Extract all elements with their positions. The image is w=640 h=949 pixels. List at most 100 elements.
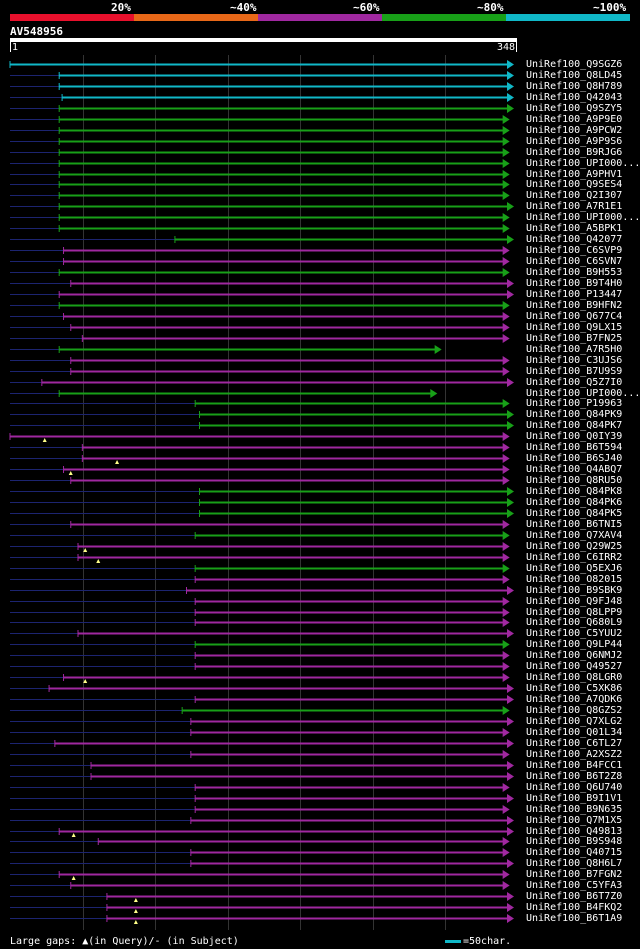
hit-row[interactable]: UniRef100_Q677C4 [0,311,640,322]
hit-label[interactable]: UniRef100_Q9SZY5 [526,102,623,114]
hit-label[interactable]: UniRef100_Q680L9 [526,617,623,629]
hit-label[interactable]: UniRef100_UPI000... [526,387,640,399]
hit-row[interactable]: UniRef100_B7FGN2 [0,869,640,881]
hit-label[interactable]: UniRef100_A7QDK6 [526,694,623,706]
hit-row[interactable]: UniRef100_Q7XAV4 [0,530,640,541]
hit-label[interactable]: UniRef100_C5XK86 [526,683,623,695]
hit-label[interactable]: UniRef100_Q6NMJ2 [526,650,623,662]
hit-row[interactable]: UniRef100_A7R1E1 [0,201,640,212]
hit-label[interactable]: UniRef100_B6T1A9 [526,913,623,925]
hit-row[interactable]: UniRef100_A9PCW2 [0,125,640,136]
hit-label[interactable]: UniRef100_Q7XLG2 [526,716,623,727]
hit-label[interactable]: UniRef100_B9S948 [526,836,623,848]
hit-label[interactable]: UniRef100_P13447 [526,288,623,300]
hit-label[interactable]: UniRef100_B9T4H0 [526,278,623,289]
hit-label[interactable]: UniRef100_P19963 [526,398,623,410]
hit-label[interactable]: UniRef100_B6SJ40 [526,453,623,465]
hit-row[interactable]: UniRef100_C6IRR2 [0,552,640,563]
hit-label[interactable]: UniRef100_A7R5H0 [526,343,623,355]
hit-row[interactable]: UniRef100_Q8LPP9 [0,607,640,618]
hit-row[interactable]: UniRef100_B6T1A9 [0,913,640,925]
hit-row[interactable]: UniRef100_Q8H789 [0,81,640,92]
hit-label[interactable]: UniRef100_Q8H6L7 [526,858,623,870]
hit-label[interactable]: UniRef100_Q84PK5 [526,507,623,519]
hit-label[interactable]: UniRef100_Q84PK7 [526,420,623,432]
hit-label[interactable]: UniRef100_Q9FJ48 [526,595,623,607]
hit-row[interactable]: UniRef100_B9T4H0 [0,278,640,289]
hit-label[interactable]: UniRef100_C6SVN7 [526,256,623,268]
hit-label[interactable]: UniRef100_B7FN25 [526,332,623,344]
hit-label[interactable]: UniRef100_A5BPK1 [526,223,623,235]
hit-label[interactable]: UniRef100_C6IRR2 [526,551,623,563]
hit-label[interactable]: UniRef100_Q42043 [526,91,623,103]
hit-row[interactable]: UniRef100_B9I1V1 [0,793,640,804]
hit-row[interactable]: UniRef100_UPI000... [0,158,640,169]
hit-row[interactable]: UniRef100_UPI000... [0,388,640,399]
hit-label[interactable]: UniRef100_Q8LD45 [526,69,623,81]
hit-row[interactable]: UniRef100_C6SVP9 [0,245,640,256]
hit-label[interactable]: UniRef100_Q49813 [526,825,623,837]
hit-label[interactable]: UniRef100_Q2I307 [526,190,623,202]
hit-label[interactable]: UniRef100_A7R1E1 [526,201,623,213]
hit-row[interactable]: UniRef100_A7R5H0 [0,344,640,355]
hit-row[interactable]: UniRef100_B6T7Z0 [0,891,640,903]
hit-row[interactable]: UniRef100_B4FKQ2 [0,902,640,914]
hit-row[interactable]: UniRef100_Q9FJ48 [0,596,640,607]
hit-row[interactable]: UniRef100_Q8LD45 [0,70,640,81]
hit-row[interactable]: UniRef100_Q7M1X5 [0,815,640,826]
hit-row[interactable]: UniRef100_Q5EXJ6 [0,563,640,574]
hit-label[interactable]: UniRef100_B6T2Z8 [526,770,623,782]
hit-label[interactable]: UniRef100_C3UJS6 [526,354,623,366]
hit-label[interactable]: UniRef100_B9N635 [526,803,623,815]
hit-row[interactable]: UniRef100_C6SVN7 [0,256,640,267]
hit-row[interactable]: UniRef100_B9S948 [0,836,640,847]
hit-label[interactable]: UniRef100_A9P9E0 [526,113,623,125]
hit-label[interactable]: UniRef100_A9PHV1 [526,168,623,180]
hit-label[interactable]: UniRef100_UPI000... [526,157,640,169]
hit-label[interactable]: UniRef100_B6T7Z0 [526,891,623,903]
hit-label[interactable]: UniRef100_Q84PK6 [526,497,623,508]
hit-label[interactable]: UniRef100_Q9SGZ6 [526,59,623,70]
hit-label[interactable]: UniRef100_B6TNI5 [526,518,623,530]
hit-label[interactable]: UniRef100_Q8LPP9 [526,606,623,618]
hit-row[interactable]: UniRef100_B6TNI5 [0,519,640,530]
hit-row[interactable]: UniRef100_Q7XLG2 [0,716,640,727]
hit-label[interactable]: UniRef100_B9HFN2 [526,299,623,311]
hit-row[interactable]: UniRef100_B9SBK9 [0,585,640,596]
hit-label[interactable]: UniRef100_C5YFA3 [526,880,623,892]
hit-label[interactable]: UniRef100_Q84PK9 [526,409,623,421]
hit-label[interactable]: UniRef100_Q8H789 [526,80,623,92]
hit-row[interactable]: UniRef100_B6SJ40 [0,453,640,465]
hit-row[interactable]: UniRef100_B9N635 [0,804,640,815]
hit-row[interactable]: UniRef100_Q84PK6 [0,497,640,508]
hit-label[interactable]: UniRef100_B9H553 [526,267,623,279]
hit-row[interactable]: UniRef100_Q84PK5 [0,508,640,519]
hit-row[interactable]: UniRef100_UPI000... [0,212,640,223]
hit-label[interactable]: UniRef100_B7FGN2 [526,869,623,881]
hit-row[interactable]: UniRef100_Q6U740 [0,782,640,793]
hit-row[interactable]: UniRef100_Q42077 [0,234,640,245]
hit-row[interactable]: UniRef100_Q42043 [0,92,640,103]
hit-label[interactable]: UniRef100_Q5EXJ6 [526,562,623,574]
hit-row[interactable]: UniRef100_Q9SES4 [0,179,640,190]
hit-label[interactable]: UniRef100_Q40715 [526,847,623,859]
hit-row[interactable]: UniRef100_B7FN25 [0,333,640,344]
hit-label[interactable]: UniRef100_Q84PK8 [526,486,623,498]
hit-label[interactable]: UniRef100_B9SBK9 [526,584,623,596]
hit-row[interactable]: UniRef100_Q84PK8 [0,486,640,497]
hit-row[interactable]: UniRef100_C5XK86 [0,683,640,694]
hit-row[interactable]: UniRef100_Q9LX15 [0,322,640,333]
hit-label[interactable]: UniRef100_Q8GZS2 [526,705,623,717]
hit-label[interactable]: UniRef100_C6TL27 [526,737,623,749]
hit-row[interactable]: UniRef100_Q84PK7 [0,420,640,431]
hit-row[interactable]: UniRef100_Q8H6L7 [0,858,640,869]
hit-row[interactable]: UniRef100_Q9LP44 [0,639,640,650]
hit-label[interactable]: UniRef100_Q8LGR0 [526,672,623,684]
hit-label[interactable]: UniRef100_C5YUU2 [526,628,623,640]
hit-row[interactable]: UniRef100_Q4ABQ7 [0,464,640,476]
hit-label[interactable]: UniRef100_B4FKQ2 [526,902,623,914]
hit-row[interactable]: UniRef100_Q01L34 [0,727,640,738]
hit-row[interactable]: UniRef100_B4FCC1 [0,760,640,771]
hit-row[interactable]: UniRef100_A5BPK1 [0,223,640,234]
hit-label[interactable]: UniRef100_Q7XAV4 [526,529,623,541]
